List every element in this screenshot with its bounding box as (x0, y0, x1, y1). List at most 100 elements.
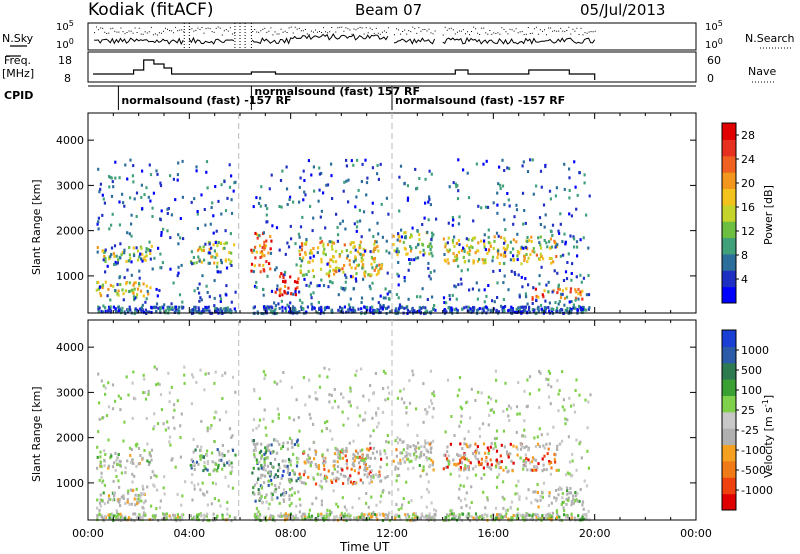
heatmap-cell (161, 261, 164, 265)
heatmap-cell (300, 242, 304, 246)
heatmap-cell (358, 497, 361, 500)
heatmap-cell (133, 312, 136, 316)
heatmap-cell (381, 307, 384, 311)
heatmap-cell (417, 446, 421, 450)
heatmap-cell (427, 266, 430, 270)
heatmap-cell (150, 310, 153, 314)
heatmap-cell (397, 467, 400, 471)
heatmap-cell (458, 376, 462, 380)
heatmap-cell (122, 201, 125, 205)
heatmap-cell (141, 259, 144, 263)
heatmap-cell (345, 310, 348, 314)
heatmap-cell (331, 406, 334, 410)
heatmap-cell (562, 398, 565, 402)
heatmap-cell (547, 447, 550, 451)
heatmap-cell (252, 449, 255, 453)
heatmap-cell (545, 442, 548, 446)
heatmap-cell (521, 515, 524, 519)
heatmap-cell (536, 435, 539, 439)
heatmap-cell (447, 462, 450, 466)
heatmap-cell (368, 228, 371, 232)
heatmap-cell (352, 287, 355, 291)
heatmap-cell (339, 309, 342, 313)
heatmap-cell (449, 472, 452, 476)
heatmap-cell (306, 458, 309, 462)
heatmap-cell (388, 251, 391, 255)
heatmap-cell (572, 235, 575, 239)
heatmap-cell (153, 514, 156, 518)
heatmap-cell (385, 463, 388, 467)
heatmap-cell (342, 514, 345, 518)
heatmap-cell (477, 460, 480, 464)
heatmap-cell (197, 462, 200, 466)
colorbar-tick-label: 8 (741, 249, 748, 262)
heatmap-cell (173, 514, 176, 518)
heatmap-cell (205, 170, 208, 174)
heatmap-cell (369, 456, 372, 460)
heatmap-cell (196, 210, 199, 213)
heatmap-cell (548, 516, 551, 520)
heatmap-cell (549, 514, 552, 518)
heatmap-cell (332, 477, 336, 481)
heatmap-cell (528, 310, 532, 314)
heatmap-cell (122, 298, 125, 302)
heatmap-cell (564, 240, 567, 244)
heatmap-cell (271, 465, 274, 468)
heatmap-cell (173, 408, 176, 412)
heatmap-cell (502, 281, 505, 285)
heatmap-cell (543, 468, 546, 472)
heatmap-cell (283, 273, 286, 277)
heatmap-cell (422, 305, 425, 309)
heatmap-cell (287, 513, 290, 517)
heatmap-cell (417, 517, 420, 521)
heatmap-cell (577, 292, 580, 296)
heatmap-cell (347, 178, 350, 182)
heatmap-cell (556, 513, 559, 517)
heatmap-cell (155, 287, 158, 291)
heatmap-cell (537, 505, 540, 509)
heatmap-cell (483, 245, 486, 249)
heatmap-cell (251, 250, 254, 254)
heatmap-cell (253, 455, 256, 459)
heatmap-cell (255, 285, 258, 289)
heatmap-cell (257, 477, 260, 481)
heatmap-cell (169, 174, 172, 178)
heatmap-cell (280, 205, 283, 209)
heatmap-cell (207, 305, 210, 309)
noise-tick-top-right: 105 (705, 19, 723, 33)
heatmap-cell (565, 295, 569, 299)
heatmap-cell (371, 166, 374, 170)
heatmap-cell (457, 250, 460, 254)
heatmap-cell (525, 295, 528, 299)
heatmap-cell (263, 243, 266, 247)
heatmap-cell (98, 401, 101, 405)
heatmap-cell (403, 306, 406, 310)
heatmap-cell (212, 243, 215, 247)
heatmap-cell (96, 498, 99, 502)
heatmap-cell (377, 301, 380, 305)
heatmap-cell (556, 306, 559, 310)
heatmap-cell (354, 455, 358, 459)
heatmap-cell (495, 308, 498, 312)
heatmap-cell (115, 254, 118, 258)
heatmap-cell (310, 460, 313, 464)
heatmap-cell (278, 248, 281, 252)
heatmap-cell (358, 246, 361, 250)
heatmap-cell (230, 300, 233, 304)
heatmap-cell (587, 246, 590, 250)
heatmap-cell (574, 494, 577, 498)
heatmap-cell (163, 492, 166, 496)
heatmap-cell (124, 517, 127, 520)
heatmap-cell (342, 287, 345, 290)
heatmap-cell (371, 266, 374, 270)
heatmap-cell (134, 296, 137, 300)
heatmap-cell (477, 516, 481, 520)
heatmap-cell (520, 275, 523, 279)
heatmap-cell (448, 248, 451, 252)
heatmap-cell (445, 310, 448, 314)
heatmap-cell (442, 467, 445, 471)
heatmap-cell (129, 196, 132, 200)
heatmap-cell (289, 479, 292, 483)
heatmap-cell (576, 499, 579, 503)
heatmap-cell (135, 444, 138, 448)
